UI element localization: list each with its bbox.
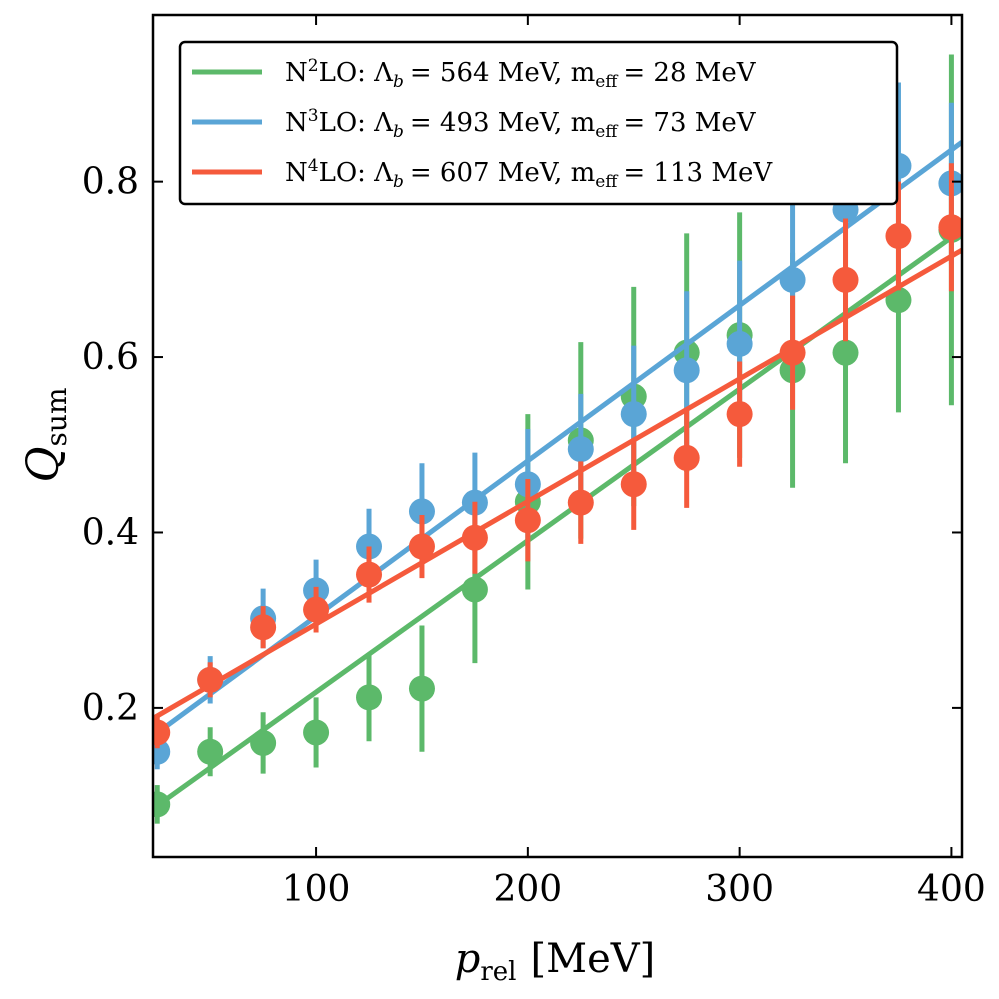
y-axis-label: Qsum xyxy=(18,387,73,482)
x-axis-label: prel [MeV] xyxy=(455,936,655,987)
data-point-n3lo xyxy=(673,357,700,384)
data-point-n4lo xyxy=(153,719,171,746)
data-point-n4lo xyxy=(726,401,753,428)
data-point-n3lo xyxy=(567,436,594,463)
data-point-n4lo xyxy=(832,266,859,293)
fit-line-n2lo xyxy=(153,227,962,811)
y-axis-label-sub: sum xyxy=(40,387,73,446)
x-tick-label: 200 xyxy=(493,869,562,910)
data-point-n3lo xyxy=(620,401,647,428)
data-point-n2lo xyxy=(885,287,912,314)
data-point-n2lo xyxy=(832,339,859,366)
x-tick-label: 400 xyxy=(917,869,986,910)
data-point-n2lo xyxy=(153,791,171,818)
data-point-n4lo xyxy=(250,614,277,641)
x-tick-label: 300 xyxy=(705,869,774,910)
legend-label-n4lo: N4LO: Λb = 607 MeV, meff = 113 MeV xyxy=(285,156,773,192)
data-point-n3lo xyxy=(726,330,753,357)
plot-frame xyxy=(151,13,964,859)
data-point-n2lo xyxy=(303,719,330,746)
data-point-n2lo xyxy=(197,738,224,765)
legend: N2LO: Λb = 564 MeV, meff = 28 MeV N3LO: Λb… xyxy=(178,40,899,206)
data-point-n3lo xyxy=(408,498,435,525)
data-point-n4lo xyxy=(461,524,488,551)
data-point-n2lo xyxy=(461,576,488,603)
data-point-n2lo xyxy=(408,675,435,702)
data-point-n4lo xyxy=(938,214,962,241)
data-point-n4lo xyxy=(514,507,541,534)
plot-area xyxy=(153,54,962,824)
fit-line-n3lo xyxy=(153,140,962,738)
data-point-n4lo xyxy=(197,666,224,693)
data-point-n4lo xyxy=(885,223,912,250)
data-point-n4lo xyxy=(779,339,806,366)
y-axis-label-var: Q xyxy=(18,446,69,482)
data-point-n4lo xyxy=(303,596,330,623)
plot-inner xyxy=(153,54,962,824)
axes: 100 200 300 400 0.2 0.4 0.6 0.8 xyxy=(82,13,986,910)
data-point-n3lo xyxy=(779,266,806,293)
y-tick-label: 0.2 xyxy=(82,688,139,729)
x-tick-label: 100 xyxy=(282,869,351,910)
data-point-n4lo xyxy=(620,471,647,498)
data-point-n2lo xyxy=(250,729,277,756)
legend-label-n3lo: N3LO: Λb = 493 MeV, meff = 73 MeV xyxy=(285,106,757,142)
data-point-n2lo xyxy=(356,684,383,711)
y-tick-label: 0.6 xyxy=(82,337,139,378)
x-axis-label-unit: [MeV] xyxy=(531,936,656,982)
legend-label-n2lo: N2LO: Λb = 564 MeV, meff = 28 MeV xyxy=(285,56,757,92)
fit-line-n4lo xyxy=(153,247,962,721)
y-tick-label: 0.4 xyxy=(82,512,139,553)
data-point-n4lo xyxy=(673,444,700,471)
y-tick-label: 0.8 xyxy=(82,162,139,203)
data-point-n4lo xyxy=(356,561,383,588)
data-point-n4lo xyxy=(567,489,594,516)
legend-box xyxy=(178,40,899,206)
x-axis-label-sub: rel xyxy=(480,957,516,987)
x-axis-label-var: p xyxy=(455,936,481,982)
data-point-n4lo xyxy=(408,533,435,560)
